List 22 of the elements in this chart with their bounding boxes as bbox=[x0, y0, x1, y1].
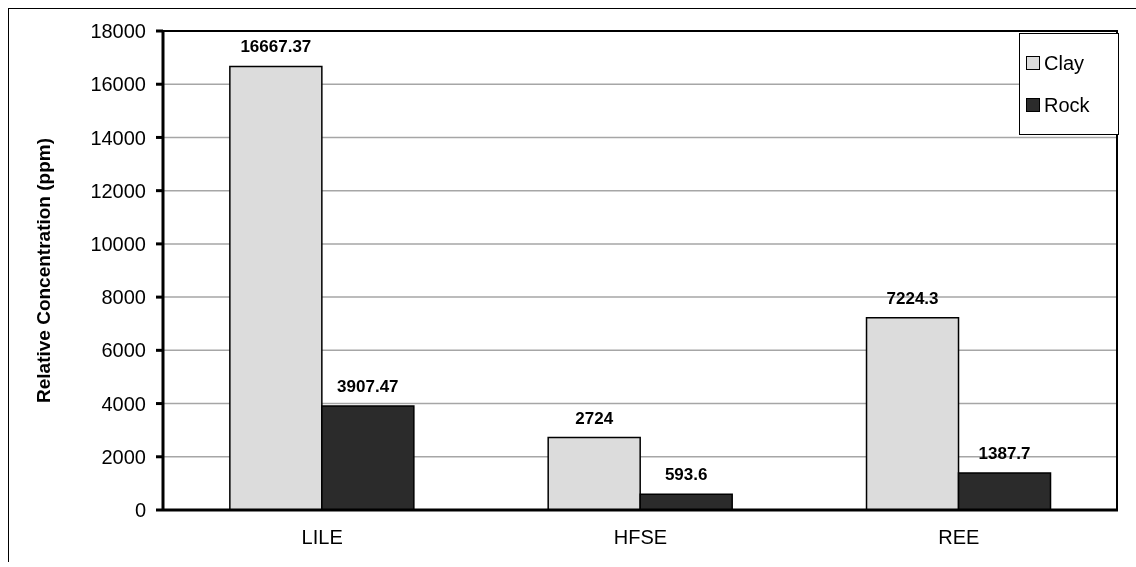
data-label: 2724 bbox=[575, 408, 614, 428]
legend-label: Clay bbox=[1044, 51, 1085, 75]
y-tick-label: 12000 bbox=[90, 179, 146, 202]
x-tick-label: HFSE bbox=[613, 526, 668, 549]
x-tick-label: REE bbox=[938, 526, 980, 549]
data-label: 16667.37 bbox=[240, 37, 312, 57]
x-tick-label: LILE bbox=[301, 526, 343, 549]
y-tick-label: 10000 bbox=[90, 232, 146, 255]
y-tick-label: 4000 bbox=[101, 392, 146, 415]
legend-label: Rock bbox=[1044, 93, 1090, 117]
data-label: 3907.47 bbox=[337, 377, 399, 397]
y-tick-label: 14000 bbox=[90, 126, 146, 149]
data-label: 1387.7 bbox=[978, 444, 1031, 464]
y-tick-label: 18000 bbox=[90, 20, 146, 43]
y-axis-title: Relative Concentration (ppm) bbox=[32, 138, 54, 403]
y-tick-label: 6000 bbox=[101, 339, 146, 362]
y-tick-label: 8000 bbox=[101, 286, 146, 309]
y-tick-label: 16000 bbox=[90, 73, 146, 96]
data-label: 7224.3 bbox=[886, 288, 939, 308]
y-tick-label: 2000 bbox=[101, 445, 146, 468]
data-label: 593.6 bbox=[664, 465, 708, 485]
y-tick-label: 0 bbox=[134, 499, 146, 522]
